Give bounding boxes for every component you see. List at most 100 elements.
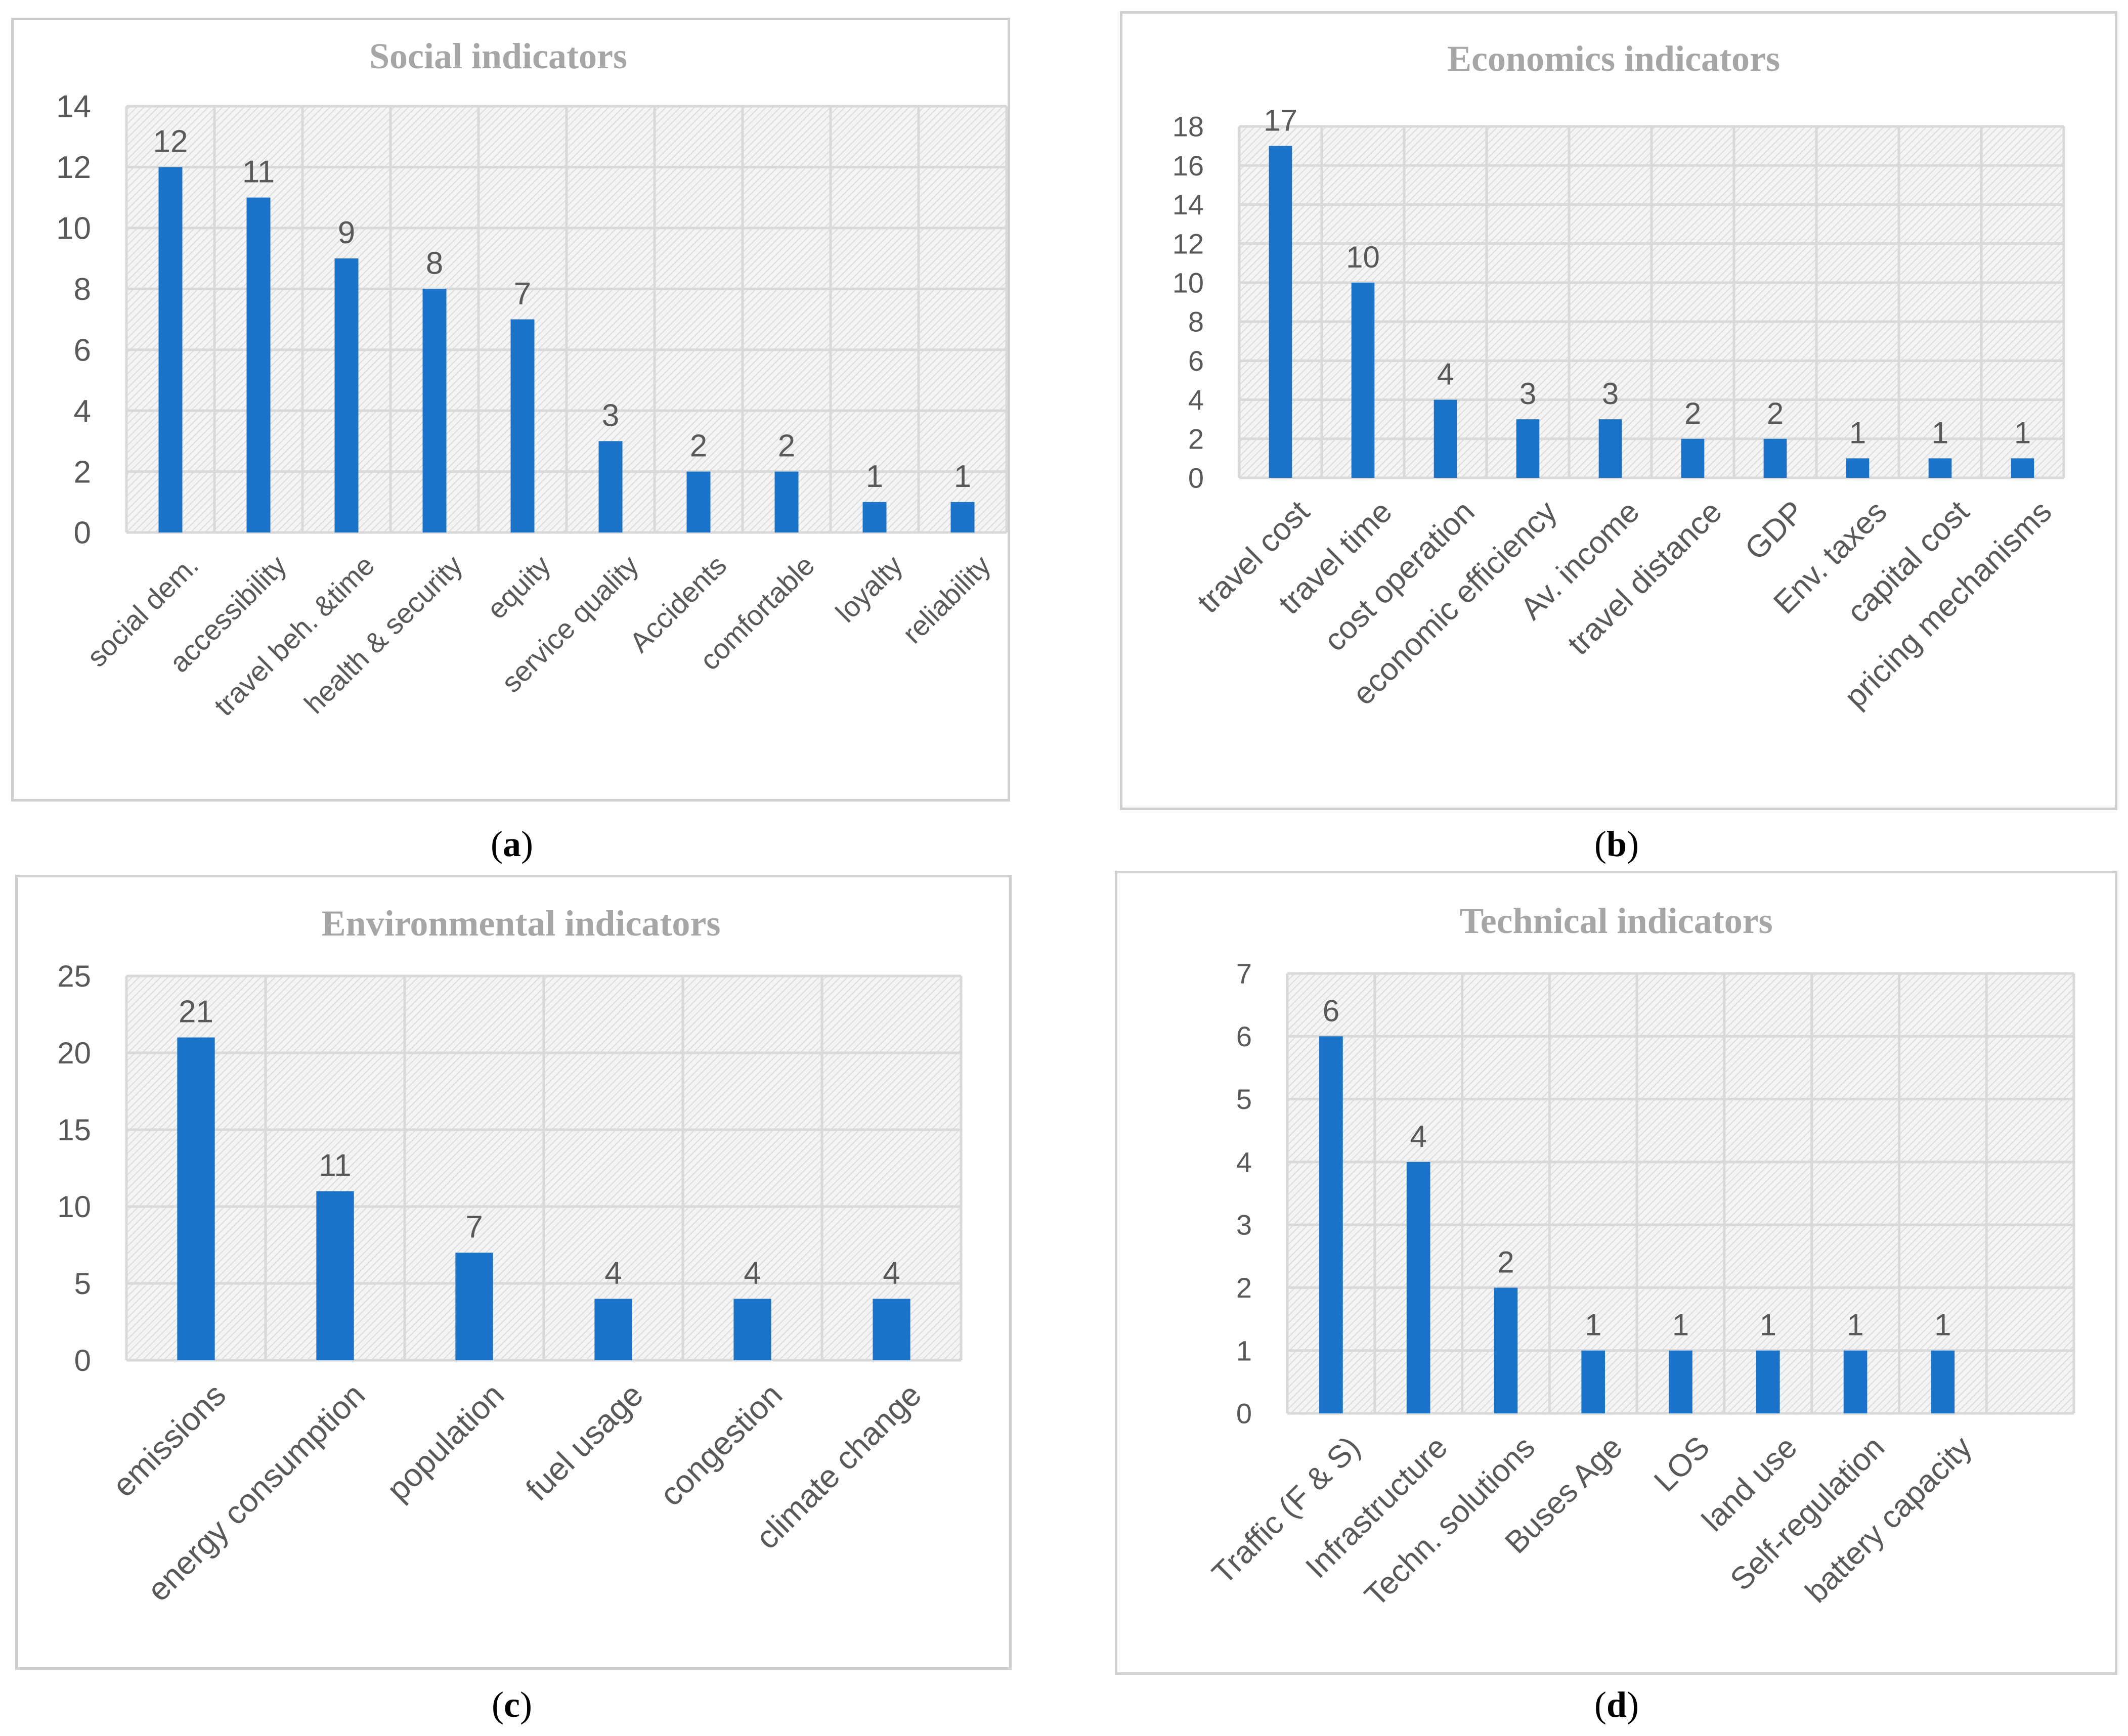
chart-a-ytick-label: 6 [74,333,91,368]
panel-label-a-open: ( [491,824,503,864]
chart-a-ytick-label: 12 [56,150,91,185]
chart-d-category-label: Traffic (F & S) [1205,1430,1367,1591]
chart-d-ytick-label: 3 [1236,1209,1252,1241]
chart-d-ytick-label: 0 [1236,1398,1252,1430]
chart-b-data-label: 4 [1437,358,1454,391]
chart-a-data-label: 1 [866,459,883,494]
chart-a-bar [950,502,975,532]
chart-a-category-label: equity [481,549,556,625]
chart-d-bar [1319,1036,1343,1413]
chart-b-data-label: 10 [1346,240,1380,274]
chart-d-bar [1581,1350,1605,1413]
panel-label-d-close: ) [1627,1684,1639,1725]
chart-a-bar [598,441,623,532]
chart-d-data-label: 6 [1323,994,1339,1028]
chart-b-bar [1434,399,1457,478]
chart-b-data-label: 1 [1932,416,1948,450]
chart-c-bar [316,1191,354,1360]
chart-a-category-label: health & security [298,549,468,720]
chart-d-data-label: 2 [1497,1245,1514,1279]
chart-b-ytick-label: 14 [1172,189,1204,220]
chart-b-ytick-label: 18 [1172,111,1204,143]
chart-c-category-label: emissions [105,1376,233,1504]
chart-b-data-label: 3 [1519,377,1536,411]
chart-a-ytick-label: 14 [56,90,91,124]
chart-c-data-label: 4 [883,1256,900,1290]
chart-c-bar [594,1299,632,1360]
chart-c-category-label: fuel usage [518,1376,650,1508]
chart-c-data-label: 21 [179,995,213,1030]
chart-c-title: Environmental indicators [322,903,721,944]
chart-a-data-label: 1 [954,459,971,494]
chart-c-ytick-label: 5 [74,1267,91,1301]
chart-a-data-label: 12 [153,124,188,159]
chart-b-bar [1351,282,1375,478]
chart-b-title: Economics indicators [1447,38,1780,79]
chart-d-bar [1843,1350,1868,1413]
chart-c-bar [455,1253,493,1360]
chart-b-data-label: 1 [1849,416,1866,450]
chart-d-bar [1931,1350,1955,1413]
panel-label-c-open: ( [492,1684,504,1725]
chart-c-bar [733,1299,771,1360]
chart-a-ytick-label: 2 [74,455,91,489]
panel-label-a-letter: a [503,824,521,864]
chart-a-category-label: reliability [896,549,997,650]
panel-label-c: (c) [411,1684,613,1726]
panel-label-b-open: ( [1594,824,1606,864]
chart-b-bar [1846,458,1870,478]
chart-d-data-label: 1 [1847,1308,1863,1342]
chart-c-ytick-label: 10 [57,1190,91,1224]
chart-d-ytick-label: 1 [1236,1334,1252,1366]
chart-d-plot-area [1287,973,2074,1413]
chart-d-data-label: 1 [1760,1308,1776,1342]
chart-b-data-label: 2 [1767,396,1784,430]
chart-d-ytick-label: 7 [1236,958,1252,990]
chart-c-category-label: congestion [653,1376,789,1513]
chart-a-data-label: 2 [778,429,795,464]
chart-b-ytick-label: 6 [1188,345,1204,377]
panel-label-b-close: ) [1627,824,1639,864]
chart-d-bar [1756,1350,1780,1413]
chart-a-ytick-label: 0 [74,516,91,551]
chart-d-title: Technical indicators [1459,901,1772,941]
chart-a-data-label: 7 [514,277,531,311]
chart-a-data-label: 8 [426,246,443,281]
chart-a-category-label: loyalty [830,549,909,629]
chart-b-data-label: 3 [1602,377,1619,411]
chart-a-bar [510,319,535,532]
chart-b-bar [1681,438,1705,478]
chart-c-bar [873,1299,910,1360]
chart-a-category-label: travel beh. &time [208,549,381,722]
chart-c-ytick-label: 15 [57,1113,91,1147]
chart-a-bar [686,471,711,532]
chart-a-bar [774,471,799,532]
chart-c-ytick-label: 20 [57,1036,91,1070]
chart-b-ytick-label: 12 [1172,228,1204,259]
chart-a-ytick-label: 4 [74,394,91,429]
chart-c-ytick-label: 0 [74,1344,91,1377]
chart-a-ytick-label: 8 [74,272,91,307]
chart-b-bar [2011,458,2034,478]
chart-d-data-label: 4 [1410,1120,1426,1153]
chart-b-ytick-label: 8 [1188,306,1204,338]
chart-d-category-label: LOS [1647,1430,1717,1499]
chart-c-data-label: 4 [744,1256,761,1290]
panel-label-a-close: ) [521,824,533,864]
chart-b-data-label: 1 [2014,416,2031,450]
chart-a-data-label: 3 [602,398,619,433]
chart-b-category-label: GDP [1739,494,1811,567]
chart-a-data-label: 9 [338,215,355,250]
chart-d-bar [1406,1162,1430,1413]
chart-b-bar [1763,438,1787,478]
chart-d-category-label: Self-regulation [1724,1430,1891,1597]
chart-b-bar [1598,419,1622,478]
panel-label-d-letter: d [1606,1684,1627,1725]
chart-b-ytick-label: 4 [1188,384,1204,416]
chart-a-data-label: 2 [690,429,707,464]
chart-a-ytick-label: 10 [56,211,91,246]
chart-a-bar [246,197,271,533]
chart-d-bar [1669,1350,1692,1413]
panel-label-a: (a) [411,823,613,865]
